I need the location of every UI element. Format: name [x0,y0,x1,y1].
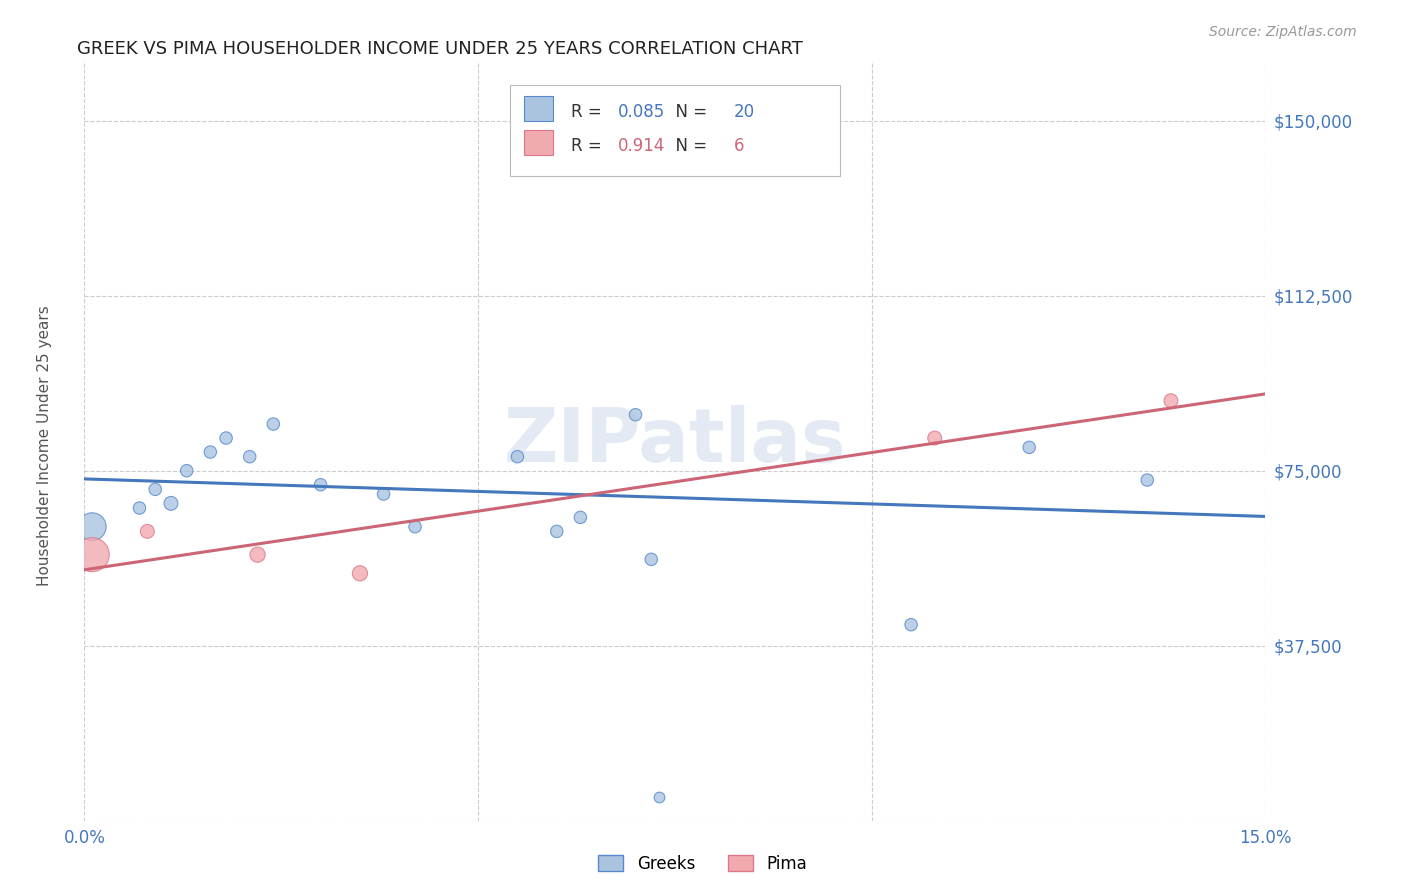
Point [82,519,104,533]
Text: GREEK VS PIMA HOUSEHOLDER INCOME UNDER 25 YEARS CORRELATION CHART: GREEK VS PIMA HOUSEHOLDER INCOME UNDER 2… [77,40,803,58]
Point [640,552,662,566]
Point [924,431,946,445]
Text: 0.085: 0.085 [619,103,665,120]
Text: N =: N = [665,136,713,155]
Point [160,496,183,510]
Point [215,431,238,445]
Point [82,548,104,562]
Point [1018,441,1040,455]
Text: Source: ZipAtlas.com: Source: ZipAtlas.com [1209,25,1357,39]
Point [136,524,159,539]
Point [546,524,568,539]
Point [128,501,150,516]
Point [1160,393,1182,408]
Point [239,450,262,464]
Point [200,445,222,459]
Text: 6: 6 [734,136,744,155]
Point [404,519,426,533]
Point [900,617,922,632]
Text: Householder Income Under 25 years: Householder Income Under 25 years [38,306,52,586]
Point [648,790,671,805]
FancyBboxPatch shape [523,96,553,120]
Legend: Greeks, Pima: Greeks, Pima [592,848,814,880]
Point [176,464,198,478]
Point [569,510,592,524]
Point [506,450,529,464]
Point [373,487,395,501]
Text: 0.914: 0.914 [619,136,665,155]
Point [143,483,166,497]
Point [624,408,647,422]
Point [262,417,284,431]
FancyBboxPatch shape [523,130,553,155]
FancyBboxPatch shape [509,85,841,177]
Text: R =: R = [571,136,607,155]
Text: 20: 20 [734,103,755,120]
Text: N =: N = [665,103,713,120]
Text: ZIPatlas: ZIPatlas [503,405,846,478]
Point [349,566,371,581]
Point [1136,473,1159,487]
Text: R =: R = [571,103,607,120]
Point [309,477,332,491]
Point [246,548,269,562]
